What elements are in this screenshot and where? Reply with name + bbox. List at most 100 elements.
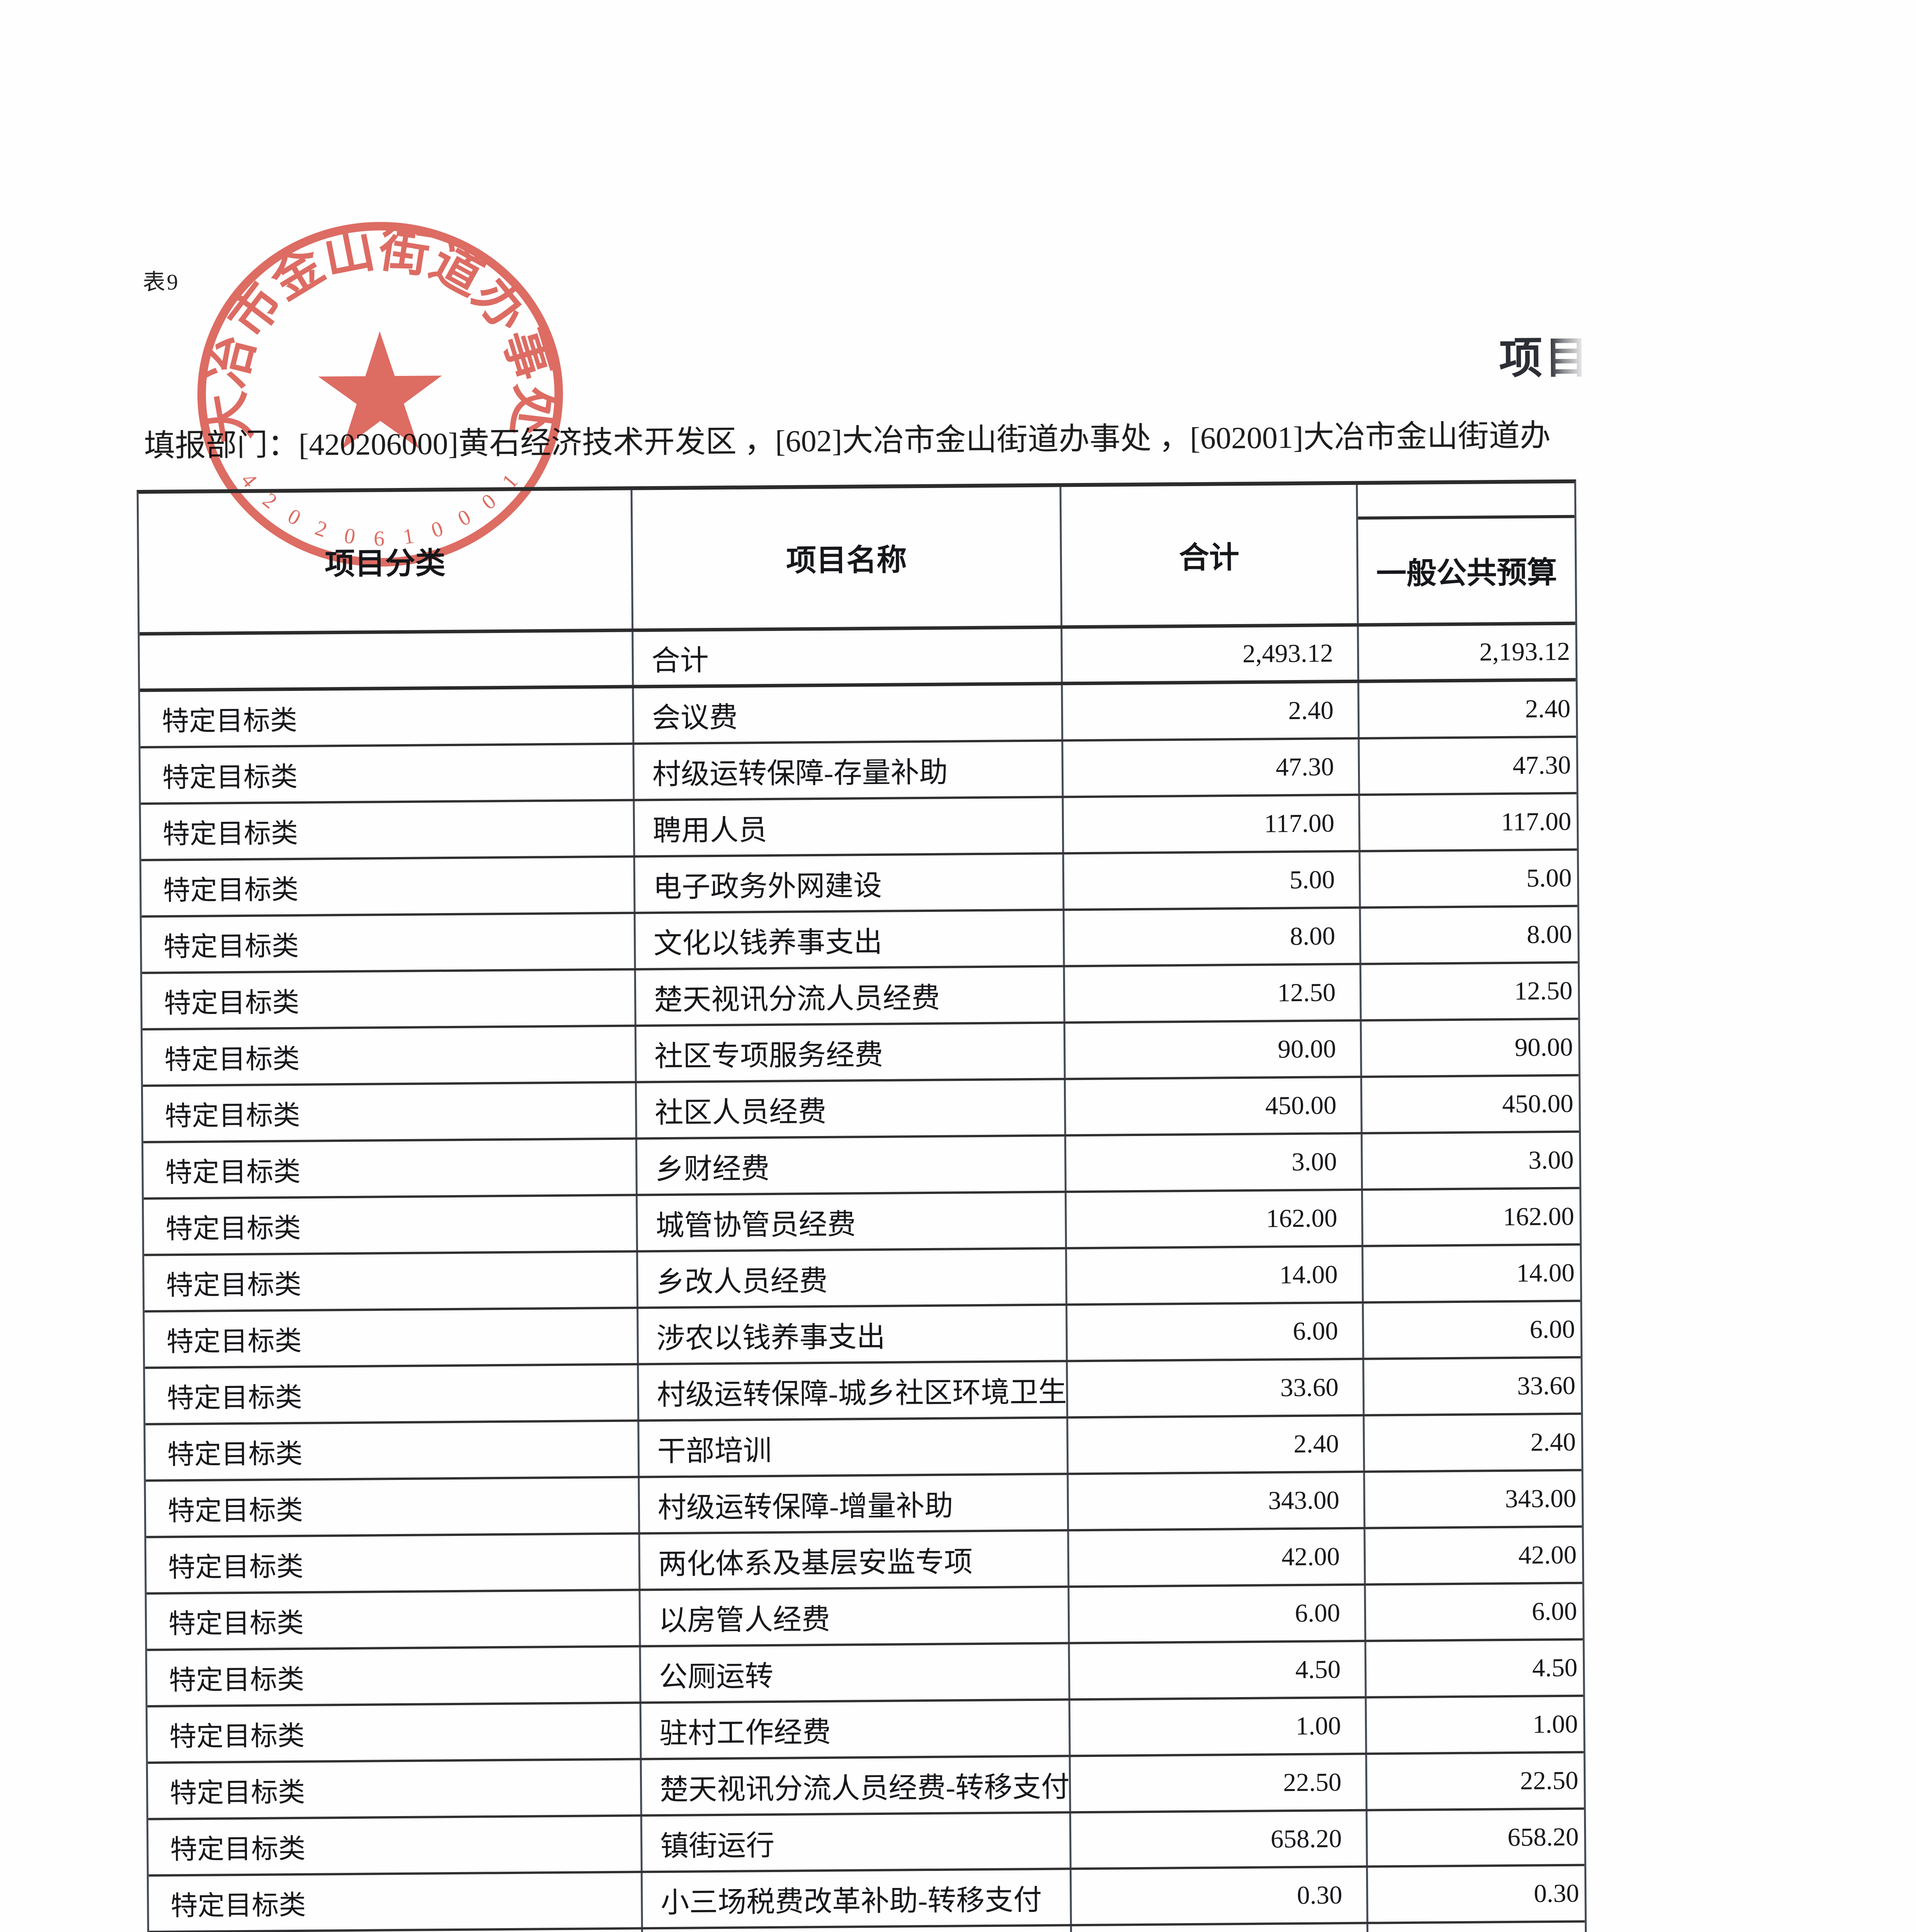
cell-c1 xyxy=(140,632,634,689)
cell-c2: 社区专项服务经费 xyxy=(636,1024,1066,1081)
cell-c2: 电子政务外网建设 xyxy=(635,854,1065,912)
table-row: 特定目标类 两化体系及基层安监专项 42.00 42.00 xyxy=(146,1527,1582,1595)
cell-c2: 公厕运转 xyxy=(641,1644,1070,1702)
cell-c4: 0.30 xyxy=(1533,1879,1579,1908)
cell-c1: 特定目标类 xyxy=(140,688,635,746)
cell-c4: 0.00 xyxy=(1368,1923,1585,1932)
cell-c2: 合计 xyxy=(633,629,1063,685)
table-row: 特定目标类 村级运转保障-增量补助 343.00 343.00 xyxy=(146,1471,1582,1538)
cell-c3: 4.50 xyxy=(1070,1642,1367,1699)
official-seal: 大冶市金山街道办事处 4202061000157 xyxy=(192,217,563,567)
cell-c2: 城管协管员经费 xyxy=(638,1193,1067,1250)
cell-c2: 干部培训 xyxy=(639,1418,1069,1476)
table-row: 特定目标类 社区人员经费 450.00 450.00 xyxy=(143,1076,1579,1143)
cell-c1: 特定目标类 xyxy=(148,1816,643,1874)
table-row: 特定目标类 村级运转保障-城乡社区环境卫生 33.60 33.60 xyxy=(145,1358,1581,1425)
cell-c4: 3.00 xyxy=(1528,1145,1574,1175)
cell-c3: 33.60 xyxy=(1068,1360,1365,1417)
cell-c2: 楚天视讯分流人员经费 xyxy=(636,967,1065,1025)
cell-c4: 117.00 xyxy=(1501,807,1572,836)
cell-c2: 楚天视讯分流人员经费-转移支付 xyxy=(642,1757,1071,1815)
cell-c2: 以房管人经费 xyxy=(640,1588,1070,1645)
cell-c1: 特定目标类 xyxy=(148,1760,642,1818)
cell-c1: 特定目标类 xyxy=(143,1139,638,1197)
sheet-label: 表9 xyxy=(143,269,180,295)
cell-c1: 特定目标类 xyxy=(148,1873,643,1931)
cell-c4: 90.00 xyxy=(1514,1032,1573,1062)
cell-c3: 22.50 xyxy=(1070,1755,1368,1811)
cell-c4: 2,193.12 xyxy=(1479,637,1571,667)
cell-c1: 特定目标类 xyxy=(141,801,635,859)
table-row: 特定目标类 社区专项服务经费 90.00 90.00 xyxy=(142,1020,1579,1087)
cell-c3: 47.30 xyxy=(1063,739,1360,796)
cell-c4: 6.00 xyxy=(1531,1597,1577,1626)
cell-c3: 117.00 xyxy=(1063,796,1361,852)
table-row: 特定目标类 公厕运转 4.50 4.50 xyxy=(147,1640,1583,1708)
cell-c4: 47.30 xyxy=(1512,750,1571,780)
cell-c2: 村级运转保障-存量补助 xyxy=(634,742,1064,799)
table-row: 特定目标类 聘用人员 117.00 117.00 xyxy=(141,794,1577,861)
cell-c1: 特定目标类 xyxy=(147,1704,642,1762)
cell-c3: 8.00 xyxy=(1064,908,1361,965)
cell-c2: 两化体系及基层安监专项 xyxy=(640,1531,1070,1589)
cell-c3: 3.00 xyxy=(1066,1134,1363,1191)
cell-c4: 8.00 xyxy=(1526,920,1572,949)
cell-c4: 14.00 xyxy=(1516,1258,1575,1287)
cell-c3: 658.20 xyxy=(1071,1811,1368,1868)
cell-c1: 特定目标类 xyxy=(144,1252,639,1310)
cell-c1: 特定目标类 xyxy=(143,1083,637,1141)
cell-c4: 162.00 xyxy=(1503,1202,1574,1231)
table-row-total: 合计 2,493.12 2,193.12 xyxy=(140,625,1576,692)
table-row: 特定目标类 文化以钱养事支出 8.00 8.00 xyxy=(141,907,1578,974)
cell-c2: 聘用人员 xyxy=(635,798,1064,855)
cell-c4: 2.40 xyxy=(1530,1427,1576,1457)
cell-c3: 450.00 xyxy=(1065,1078,1363,1134)
table-row: 特定目标类 乡财经费 3.00 3.00 xyxy=(143,1133,1579,1200)
table-row: 特定目标类 城管协管员经费 162.00 162.00 xyxy=(144,1189,1580,1256)
header-total: 合计 xyxy=(1061,485,1359,626)
cell-c2: 镇街运行 xyxy=(642,1813,1072,1871)
cell-c2: 驻村工作经费 xyxy=(641,1701,1071,1758)
cell-c4: 42.00 xyxy=(1518,1540,1577,1570)
cell-c1: 特定目标类 xyxy=(146,1478,640,1536)
header-project-category: 项目分类 xyxy=(138,490,634,632)
cell-c4: 33.60 xyxy=(1517,1371,1576,1400)
cell-c3: 1.00 xyxy=(1070,1698,1367,1755)
cell-c3: 162.00 xyxy=(1066,1190,1363,1247)
cell-c2: 村级运转保障-增量补助 xyxy=(640,1475,1069,1532)
cell-c1: 特定目标类 xyxy=(141,914,636,972)
cell-c2: 村级运转保障-城乡社区环境卫生 xyxy=(639,1362,1069,1420)
cell-c4: 22.50 xyxy=(1520,1766,1579,1795)
cell-c2: 乡改人员经费 xyxy=(638,1249,1068,1307)
cell-c3: 0.30 xyxy=(1071,1867,1368,1924)
cell-c3: 6.00 xyxy=(1067,1303,1365,1360)
cell-c3: 343.00 xyxy=(1069,1473,1366,1529)
cell-c4: 450.00 xyxy=(1502,1089,1574,1118)
cell-c4: 4.50 xyxy=(1532,1653,1578,1682)
header-spacer xyxy=(1358,483,1575,520)
cell-c4: 5.00 xyxy=(1526,863,1572,893)
cell-c2: 会议费 xyxy=(634,685,1063,743)
cell-c2: 社区人员经费 xyxy=(636,1080,1066,1138)
cell-c1: 特定目标类 xyxy=(147,1647,642,1705)
cell-c3: 2,493.12 xyxy=(1062,626,1360,682)
cell-c2: 涉农以钱养事支出 xyxy=(638,1306,1068,1363)
cell-c2: 乡财经费 xyxy=(637,1136,1067,1194)
table-row: 特定目标类 乡改人员经费 14.00 14.00 xyxy=(144,1245,1581,1313)
cell-c1: 特定目标类 xyxy=(142,1027,637,1085)
cell-c1: 特定目标类 xyxy=(146,1534,641,1592)
table-row: 特定目标类 会议费 2.40 2.40 xyxy=(140,681,1576,748)
page-title: 项目 xyxy=(1499,334,1591,383)
table-row: 特定目标类 小三场税费改革补助-转移支付 0.30 0.30 xyxy=(148,1866,1585,1932)
header-general-public-budget: 一般公共预算 xyxy=(1358,483,1576,623)
cell-c1: 特定目标类 xyxy=(140,745,635,803)
cell-c1: 特定目标类 xyxy=(144,1196,638,1254)
cell-c2: 文化以钱养事支出 xyxy=(635,911,1065,968)
table-row: 特定目标类 楚天视讯分流人员经费 12.50 12.50 xyxy=(142,963,1578,1031)
cell-c3: 12.50 xyxy=(1065,965,1362,1022)
cell-c4: 12.50 xyxy=(1514,976,1573,1005)
cell-c2: 小三场税费改革补助-转移支付 xyxy=(642,1870,1072,1927)
table-row: 特定目标类 干部培训 2.40 2.40 xyxy=(145,1415,1582,1482)
cell-c1: 特定目标类 xyxy=(145,1309,639,1367)
